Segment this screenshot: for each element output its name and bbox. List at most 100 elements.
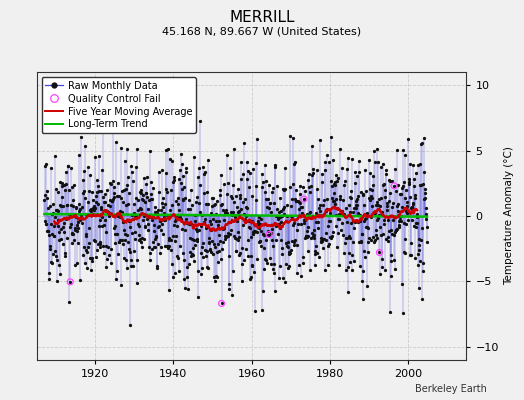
Point [246, 170, 254, 176]
Point [103, 208, 111, 214]
Point [55, 237, 63, 243]
Point [336, 146, 345, 152]
Point [291, 198, 300, 204]
Point [316, 238, 325, 245]
Point [68, 184, 77, 190]
Point [198, 244, 206, 250]
Point [306, 209, 314, 216]
Point [313, 250, 321, 257]
Point [154, 240, 162, 247]
Point [364, 238, 372, 245]
Point [253, 136, 261, 142]
Point [51, 186, 60, 193]
Point [57, 236, 66, 242]
Point [345, 193, 354, 200]
Point [94, 183, 102, 189]
Point [397, 212, 406, 219]
Point [106, 196, 114, 203]
Point [267, 260, 276, 267]
Point [341, 178, 350, 184]
Point [400, 195, 409, 201]
Point [42, 161, 51, 168]
Point [146, 148, 154, 154]
Point [187, 187, 195, 194]
Point [412, 220, 420, 226]
Point [59, 202, 68, 209]
Point [416, 161, 424, 167]
Point [210, 241, 219, 247]
Point [181, 285, 189, 291]
Point [335, 192, 344, 199]
Point [70, 182, 78, 188]
Point [373, 217, 381, 223]
Point [372, 232, 380, 238]
Point [280, 187, 289, 193]
Point [347, 220, 356, 226]
Point [135, 223, 143, 229]
Point [372, 226, 380, 233]
Point [137, 190, 146, 196]
Point [304, 171, 313, 177]
Point [259, 288, 267, 294]
Point [197, 271, 205, 278]
Point [324, 241, 333, 247]
Point [101, 217, 110, 224]
Point [114, 250, 123, 257]
Point [313, 224, 322, 231]
Point [162, 189, 171, 195]
Point [83, 212, 91, 218]
Point [316, 235, 325, 241]
Point [181, 195, 190, 201]
Point [347, 195, 355, 202]
Point [102, 264, 110, 271]
Point [210, 274, 218, 280]
Point [407, 252, 415, 259]
Point [189, 236, 198, 243]
Point [300, 217, 309, 224]
Point [358, 278, 366, 284]
Point [191, 222, 200, 228]
Point [419, 268, 427, 274]
Point [400, 249, 408, 255]
Point [62, 202, 71, 208]
Point [222, 206, 231, 213]
Point [266, 199, 274, 206]
Point [52, 206, 60, 213]
Point [352, 202, 360, 208]
Point [295, 206, 303, 212]
Point [303, 247, 312, 254]
Point [88, 255, 96, 261]
Point [63, 202, 71, 208]
Point [393, 203, 401, 209]
Point [286, 184, 294, 191]
Point [126, 322, 134, 328]
Point [61, 187, 70, 193]
Point [212, 211, 221, 217]
Point [323, 223, 332, 229]
Point [206, 221, 215, 227]
Point [265, 182, 274, 188]
Point [271, 212, 280, 219]
Point [127, 230, 136, 236]
Point [174, 194, 182, 201]
Point [220, 181, 228, 188]
Point [227, 227, 235, 233]
Point [413, 220, 421, 226]
Point [87, 208, 95, 215]
Point [183, 274, 191, 280]
Point [86, 267, 95, 273]
Point [49, 201, 58, 207]
Point [363, 283, 372, 289]
Point [184, 219, 192, 226]
Point [113, 268, 121, 274]
Point [109, 178, 117, 184]
Point [283, 243, 291, 249]
Point [410, 255, 419, 261]
Point [261, 189, 269, 195]
Point [399, 310, 407, 316]
Point [264, 196, 272, 203]
Point [134, 221, 142, 228]
Point [187, 220, 195, 227]
Point [333, 244, 341, 250]
Point [45, 276, 53, 282]
